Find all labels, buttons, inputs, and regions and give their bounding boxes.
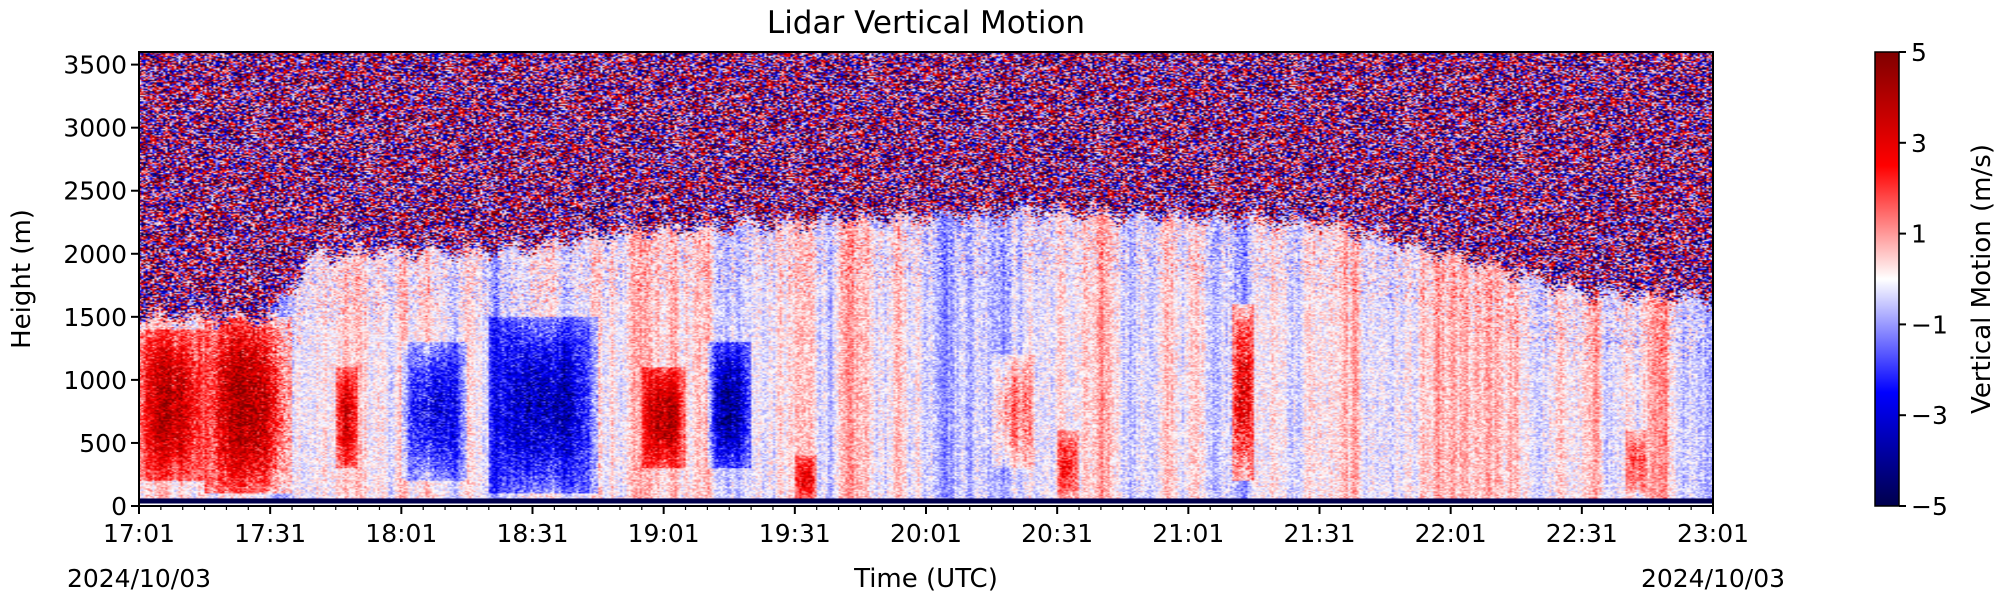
colorbar-gradient: [1874, 51, 1900, 507]
y-axis-label: Height (m): [7, 209, 37, 349]
y-tick-label: 1500: [63, 303, 127, 332]
colorbar-tick-label: 3: [1911, 129, 1927, 158]
start-date-label: 2024/10/03: [67, 564, 211, 593]
chart-title: Lidar Vertical Motion: [767, 5, 1085, 41]
colorbar-tick-label: −1: [1911, 310, 1948, 339]
colorbar-label: Vertical Motion (m/s): [1967, 144, 1997, 414]
heatmap-plot-area: [138, 51, 1714, 507]
y-tick-label: 2000: [63, 240, 127, 269]
colorbar-tick-label: 5: [1911, 38, 1927, 67]
x-axis-label: Time (UTC): [853, 564, 998, 594]
colorbar-ticks: 5 3 1 −1 −3 −5: [1899, 38, 1948, 521]
colorbar: 5 3 1 −1 −3 −5 Vertical Motion (m/s): [1874, 38, 1997, 521]
colorbar-tick-label: 1: [1911, 220, 1927, 249]
x-tick-label: 21:31: [1283, 519, 1355, 548]
x-tick-label: 17:01: [103, 519, 175, 548]
heatmap-image: [139, 52, 1713, 506]
x-tick-label: 21:01: [1152, 519, 1224, 548]
x-tick-label: 23:01: [1677, 519, 1749, 548]
colorbar-tick-label: −3: [1911, 401, 1948, 430]
colorbar-tick-label: −5: [1911, 492, 1948, 521]
y-axis: 0 500 1000 1500 2000 2500 3000 3500: [63, 51, 139, 521]
y-tick-label: 1000: [63, 366, 127, 395]
y-tick-label: 3500: [63, 51, 127, 80]
x-tick-label: 18:01: [365, 519, 437, 548]
x-tick-label: 19:31: [759, 519, 831, 548]
x-tick-label: 22:31: [1546, 519, 1618, 548]
end-date-label: 2024/10/03: [1641, 564, 1785, 593]
y-tick-label: 0: [111, 492, 127, 521]
y-tick-label: 500: [79, 429, 127, 458]
x-axis: 17:01 17:31 18:01 18:31 19:01 19:31 20:01 20:31…: [103, 506, 1749, 548]
x-tick-label: 22:01: [1415, 519, 1487, 548]
x-tick-label: 17:31: [234, 519, 306, 548]
x-tick-label: 20:31: [1021, 519, 1093, 548]
x-tick-label: 20:01: [890, 519, 962, 548]
x-tick-label: 19:01: [628, 519, 700, 548]
y-tick-label: 2500: [63, 177, 127, 206]
y-tick-label: 3000: [63, 114, 127, 143]
x-tick-label: 18:31: [496, 519, 568, 548]
